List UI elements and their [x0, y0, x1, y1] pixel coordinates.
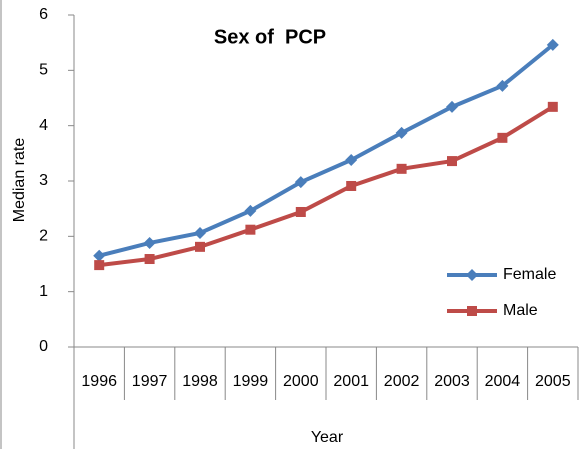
- series-line: [98, 105, 554, 268]
- marker: [245, 224, 256, 235]
- x-tick-label: 1996: [81, 373, 117, 390]
- x-tick-label: 2003: [434, 373, 470, 390]
- marker: [195, 241, 205, 252]
- marker: [496, 79, 509, 92]
- marker: [396, 163, 407, 174]
- marker: [466, 269, 478, 281]
- marker: [395, 126, 408, 139]
- y-tick-label: 5: [39, 62, 48, 79]
- marker: [447, 156, 457, 167]
- marker: [94, 260, 105, 271]
- legend-label: Female: [503, 266, 556, 283]
- y-tick-label: 3: [39, 172, 48, 189]
- y-tick-label: 6: [39, 6, 48, 23]
- marker: [295, 206, 306, 217]
- marker: [546, 38, 559, 51]
- y-tick-label: 0: [39, 338, 48, 355]
- x-tick-label: 2002: [384, 373, 420, 390]
- x-tick-label: 2005: [535, 373, 571, 390]
- marker: [194, 227, 206, 240]
- y-tick-label: 1: [39, 283, 48, 300]
- x-tick-label: 2004: [485, 373, 521, 390]
- y-axis-label: Median rate: [11, 138, 28, 223]
- y-tick-label: 4: [39, 117, 48, 134]
- marker: [93, 249, 106, 262]
- marker: [547, 101, 558, 112]
- series-line: [98, 43, 555, 258]
- marker: [346, 180, 357, 191]
- marker: [244, 204, 257, 217]
- marker: [467, 306, 477, 316]
- x-axis-label: Year: [311, 429, 344, 446]
- y-tick-label: 2: [39, 228, 48, 245]
- marker: [345, 153, 358, 166]
- chart-title: Sex of PCP: [214, 26, 326, 48]
- x-tick-label: 1999: [233, 373, 269, 390]
- legend-label: Male: [503, 302, 538, 319]
- marker: [294, 176, 307, 189]
- marker: [497, 132, 508, 143]
- marker: [143, 236, 156, 249]
- marker: [144, 254, 155, 265]
- marker: [446, 100, 458, 113]
- x-tick-label: 2000: [283, 373, 319, 390]
- x-tick-label: 2001: [333, 373, 369, 390]
- x-tick-label: 1998: [182, 373, 218, 390]
- x-tick-label: 1997: [132, 373, 168, 390]
